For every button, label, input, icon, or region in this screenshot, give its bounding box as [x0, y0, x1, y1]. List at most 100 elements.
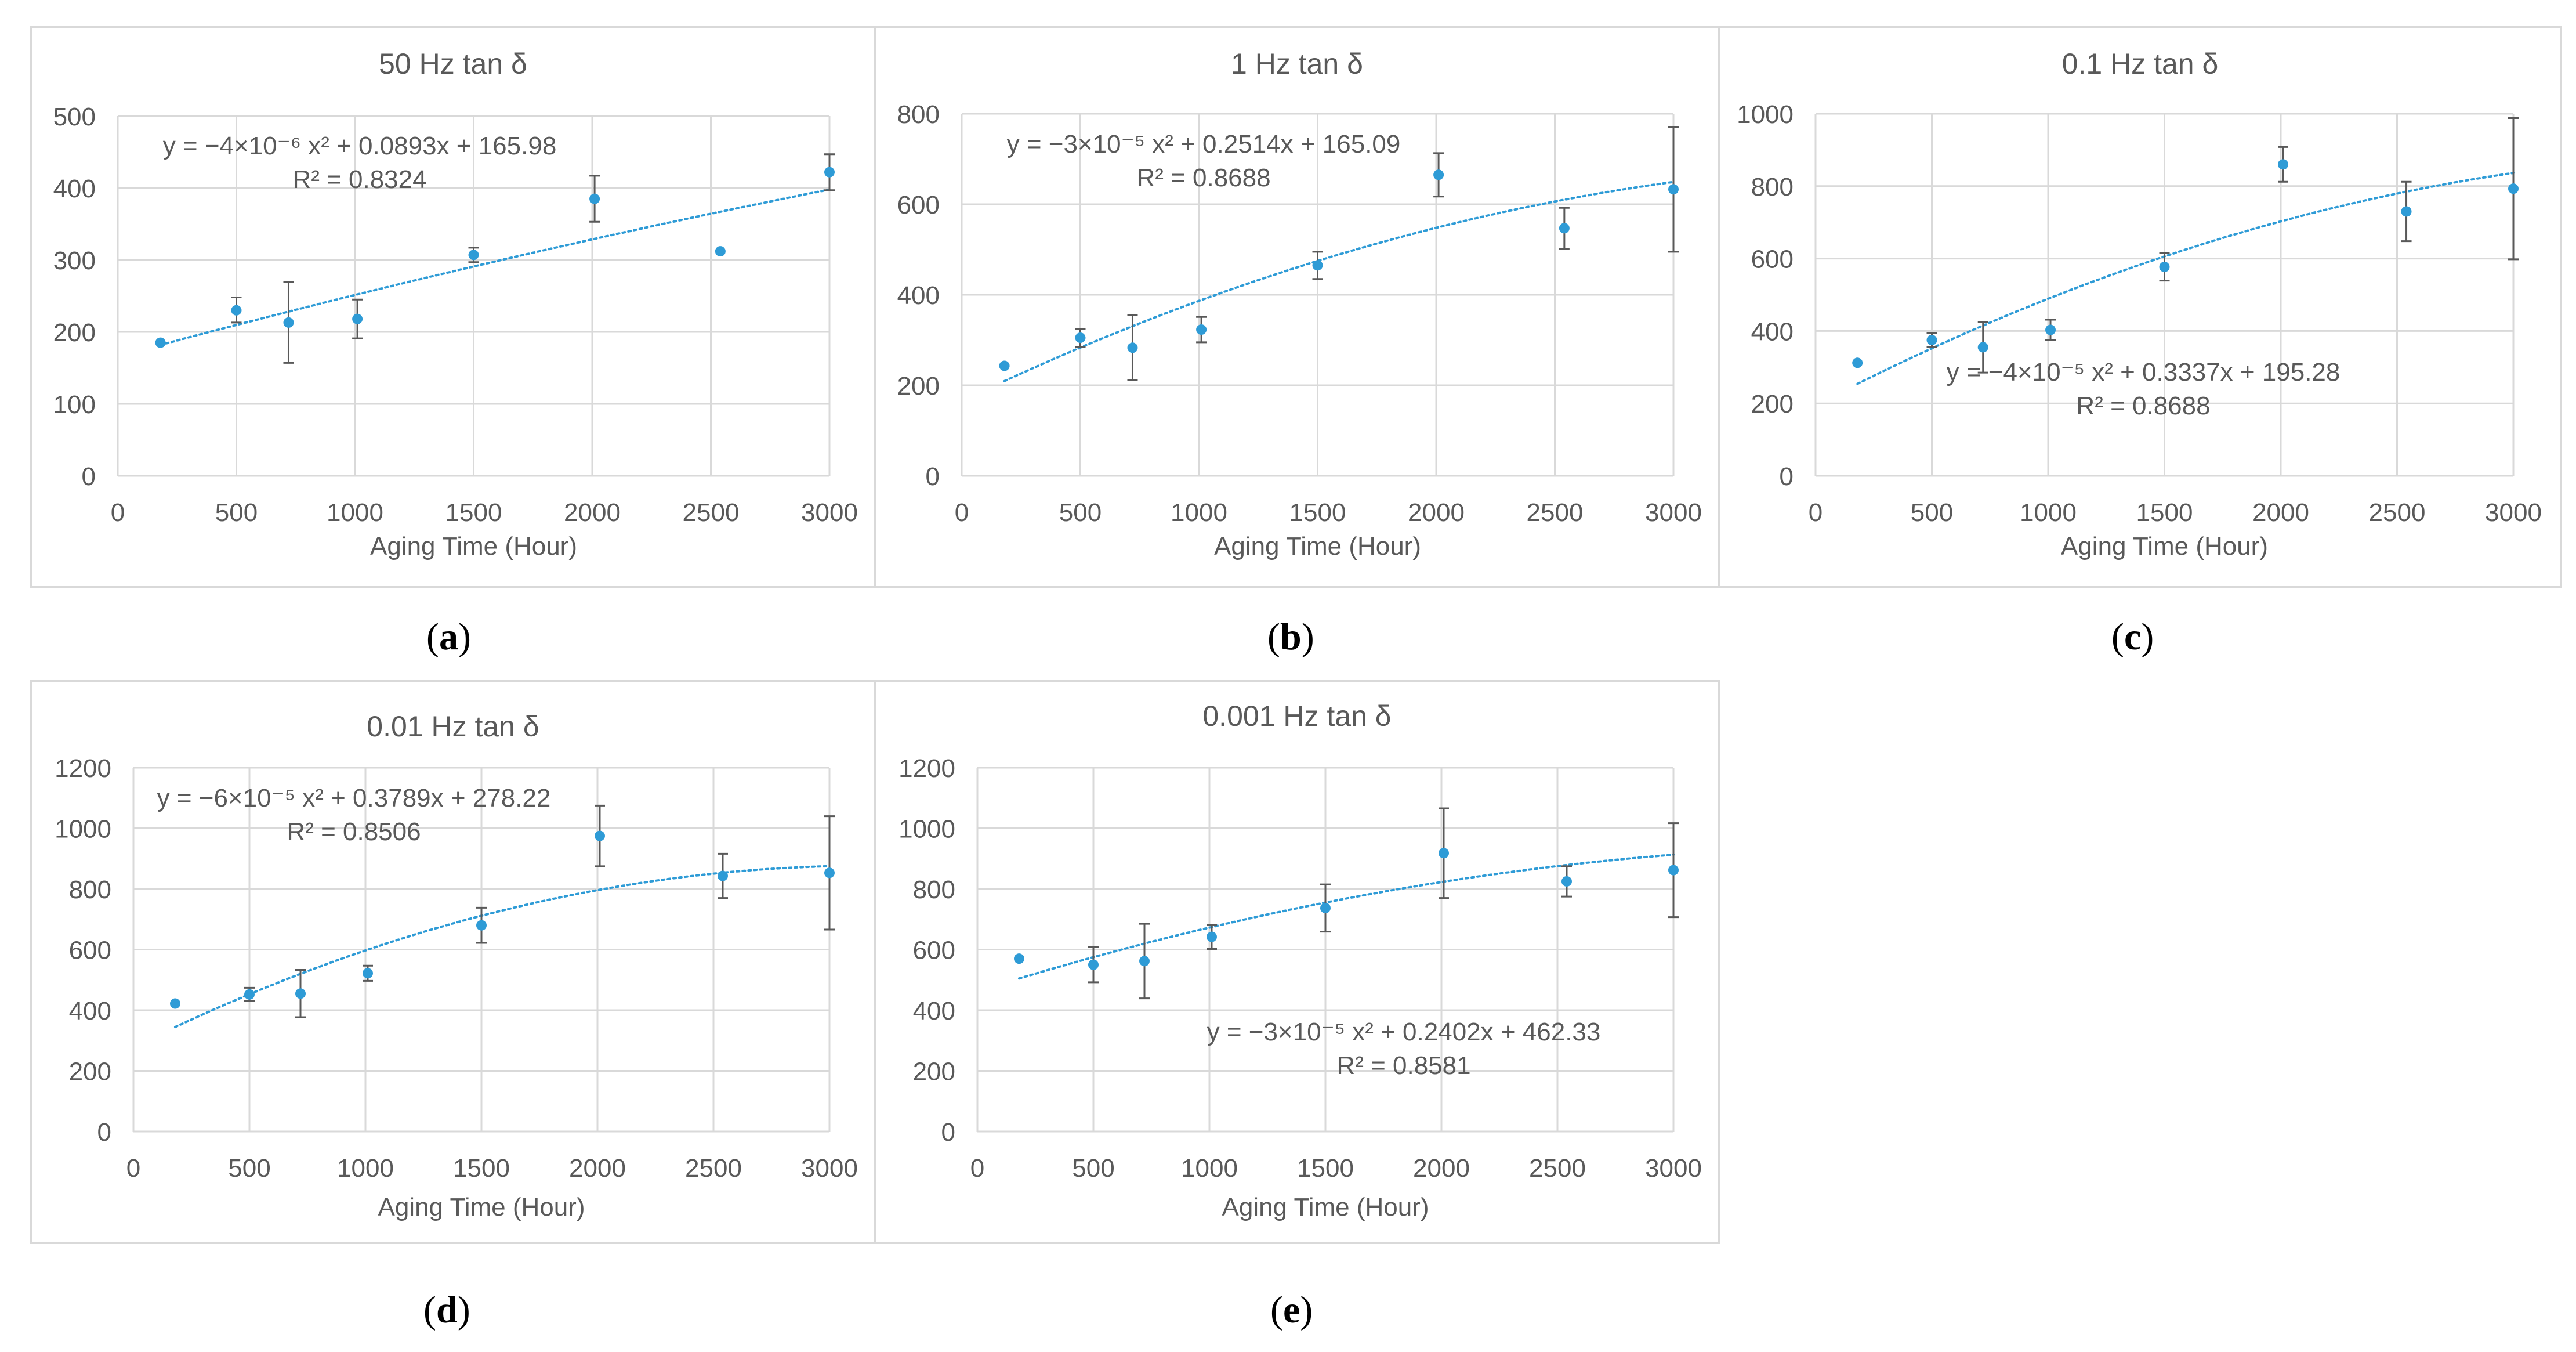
r-squared-label: R² = 0.8581 — [1336, 1051, 1470, 1080]
data-point — [1977, 342, 1988, 353]
caption-c: (c) — [2111, 616, 2154, 658]
chart-panel-d: 0.01 Hz tan δ 0 500 1000 1500 2000 2500 3000 0 2… — [30, 680, 876, 1244]
data-point — [1561, 876, 1572, 887]
data-point — [589, 193, 600, 204]
data-point — [2508, 183, 2519, 194]
data-point — [1668, 865, 1679, 876]
data-point — [1320, 902, 1331, 913]
x-tick-label: 2500 — [2369, 498, 2426, 527]
y-tick-label: 400 — [897, 281, 940, 310]
x-tick-label: 500 — [1059, 498, 1102, 527]
x-tick-label: 2000 — [1408, 498, 1465, 527]
data-point — [999, 360, 1010, 371]
y-tick-label: 600 — [1751, 245, 1794, 274]
y-tick-label: 200 — [69, 1058, 111, 1086]
chart-svg-e: 0 500 1000 1500 2000 2500 3000 0 200 400 600 800 100… — [898, 754, 1702, 1221]
r-squared-label: R² = 0.8506 — [287, 818, 421, 846]
y-tick-label: 600 — [69, 937, 111, 965]
y-tick-label: 1000 — [55, 815, 111, 844]
x-axis-label: Aging Time (Hour) — [2061, 532, 2268, 561]
data-point — [1088, 959, 1099, 970]
x-tick-label: 2500 — [683, 498, 740, 527]
chart-panel-a: 50 Hz tan δ 0 500 1000 1500 2000 2500 3000 0 100… — [30, 26, 876, 588]
r-squared-label: R² = 0.8688 — [1136, 164, 1270, 192]
y-tick-label: 400 — [1751, 317, 1794, 346]
chart-svg-a: 0 500 1000 1500 2000 2500 3000 0 100 200 300 400 500… — [53, 103, 858, 561]
caption-label-d: d — [436, 1289, 458, 1331]
y-tick-label: 100 — [53, 391, 96, 419]
trendline — [1018, 854, 1675, 980]
x-tick-label: 2000 — [569, 1154, 626, 1183]
x-tick-label: 1500 — [1297, 1154, 1354, 1183]
data-point — [2278, 159, 2289, 170]
trendline — [159, 188, 831, 346]
y-tick-label: 0 — [1780, 462, 1794, 491]
data-point — [715, 246, 726, 257]
x-tick-label: 3000 — [2485, 498, 2542, 527]
data-point — [2159, 261, 2170, 272]
trendline — [174, 865, 831, 1028]
data-point — [231, 305, 242, 316]
y-tick-label: 800 — [913, 876, 955, 904]
caption-label-a: a — [439, 616, 458, 658]
chart-title-d: 0.01 Hz tan δ — [367, 710, 539, 743]
x-tick-label: 3000 — [801, 1154, 858, 1183]
x-tick-label: 500 — [228, 1154, 270, 1183]
data-point — [295, 988, 306, 999]
x-tick-label: 1000 — [327, 498, 383, 527]
x-tick-label: 0 — [1809, 498, 1823, 527]
y-tick-label: 800 — [1751, 173, 1794, 201]
x-tick-label: 1000 — [1171, 498, 1227, 527]
data-point — [1127, 342, 1138, 353]
x-tick-label: 0 — [111, 498, 125, 527]
trendline-equation: y = −4×10⁻⁶ x² + 0.0893x + 165.98 — [163, 132, 557, 160]
y-tick-label: 0 — [97, 1118, 111, 1147]
trendline — [1003, 180, 1675, 382]
data-point — [1852, 357, 1863, 368]
data-point — [1433, 169, 1444, 180]
x-tick-label: 2000 — [1413, 1154, 1470, 1183]
x-tick-label: 0 — [126, 1154, 140, 1183]
y-tick-label: 0 — [941, 1118, 955, 1147]
x-tick-label: 3000 — [1645, 498, 1702, 527]
x-tick-label: 1000 — [1181, 1154, 1238, 1183]
data-point — [352, 313, 363, 324]
caption-a: (a) — [426, 616, 471, 658]
y-tick-label: 800 — [897, 100, 940, 129]
y-tick-label: 1200 — [898, 754, 955, 783]
caption-e: (e) — [1270, 1289, 1313, 1331]
data-point — [468, 250, 479, 261]
y-tick-label: 500 — [53, 103, 96, 131]
data-point — [2045, 324, 2056, 335]
x-tick-label: 1500 — [445, 498, 502, 527]
data-point — [1926, 335, 1937, 345]
x-tick-label: 2000 — [564, 498, 621, 527]
x-tick-label: 1000 — [337, 1154, 394, 1183]
data-point — [283, 317, 294, 328]
y-tick-label: 400 — [913, 997, 955, 1025]
x-tick-label: 2500 — [685, 1154, 742, 1183]
data-point — [1559, 223, 1570, 234]
x-tick-label: 500 — [1072, 1154, 1114, 1183]
chart-panel-c: 0.1 Hz tan δ 0 500 1000 1500 2000 2500 3000 0 20… — [1718, 26, 2562, 588]
caption-b: (b) — [1267, 616, 1314, 658]
data-point — [155, 337, 166, 348]
data-point — [476, 920, 487, 931]
y-tick-label: 1000 — [898, 815, 955, 844]
chart-panel-e: 0.001 Hz tan δ 0 500 1000 1500 2000 2500 3000 0… — [874, 680, 1720, 1244]
x-tick-label: 1500 — [1289, 498, 1346, 527]
x-tick-label: 2000 — [2252, 498, 2309, 527]
x-tick-label: 3000 — [801, 498, 858, 527]
data-point — [244, 989, 255, 1000]
x-axis-label: Aging Time (Hour) — [370, 532, 577, 561]
y-tick-label: 400 — [53, 175, 96, 203]
data-point — [170, 998, 180, 1009]
chart-title-a: 50 Hz tan δ — [379, 48, 527, 80]
x-tick-label: 1500 — [453, 1154, 510, 1183]
chart-panel-b: 1 Hz tan δ 0 500 1000 1500 2000 2500 3000 0 200 4… — [874, 26, 1720, 588]
r-squared-label: R² = 0.8688 — [2076, 392, 2210, 420]
y-tick-label: 200 — [53, 319, 96, 347]
data-point — [1075, 332, 1086, 344]
chart-title-c: 0.1 Hz tan δ — [2061, 48, 2219, 80]
y-tick-label: 1200 — [55, 754, 111, 783]
